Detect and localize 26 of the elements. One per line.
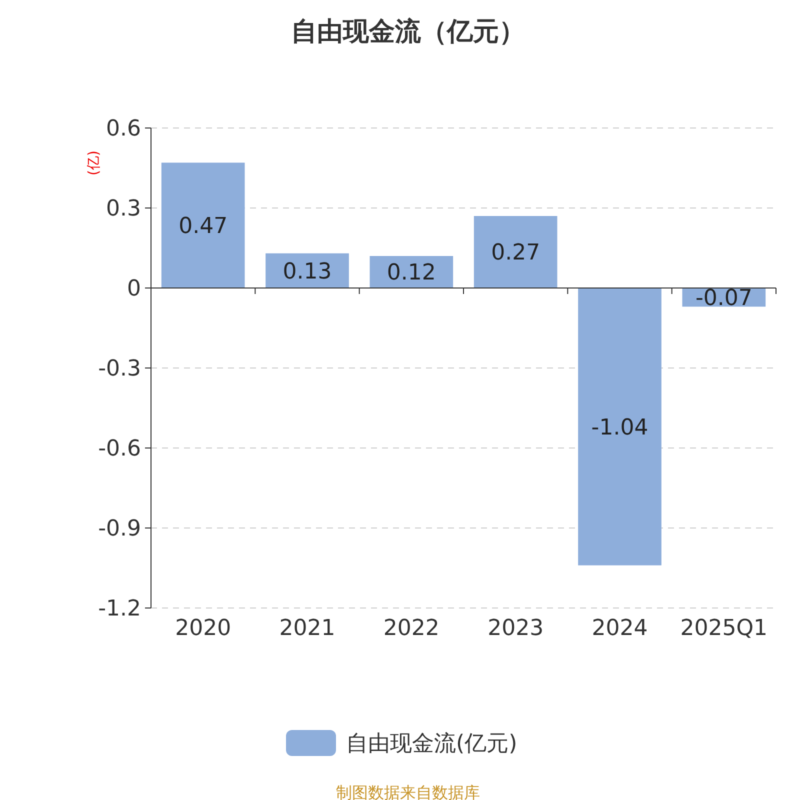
bar [474, 216, 558, 288]
legend-label: 自由现金流(亿元) [346, 732, 518, 757]
y-tick-label: 0.6 [106, 116, 141, 142]
data-label: -0.07 [695, 286, 752, 312]
y-tick-label: -0.6 [98, 436, 141, 462]
text: 制图数据来自数据库 [336, 783, 480, 800]
y-tick-label: 0 [127, 276, 141, 302]
y-tick-label: -0.3 [98, 356, 141, 382]
x-tick-label: 2020 [175, 616, 232, 641]
x-tick-label: 2025Q1 [680, 616, 768, 641]
y-tick-label: -1.2 [98, 596, 141, 622]
bar [161, 162, 245, 288]
y-tick-label: -0.9 [98, 516, 141, 542]
y-axis-title: (亿) [86, 150, 102, 176]
data-label: 0.47 [178, 214, 228, 240]
data-label: 0.27 [491, 240, 540, 266]
x-tick-label: 2021 [279, 616, 336, 641]
y-tick-label: 0.3 [106, 196, 141, 222]
data-label: -1.04 [591, 415, 648, 440]
data-label: 0.13 [282, 259, 332, 284]
bar [578, 288, 662, 566]
x-tick-label: 2022 [383, 616, 440, 641]
chart-title: 自由现金流（亿元） [291, 17, 525, 47]
x-tick-label: 2023 [488, 616, 544, 641]
x-tick-label: 2024 [592, 616, 648, 641]
data-label: 0.12 [386, 260, 436, 286]
